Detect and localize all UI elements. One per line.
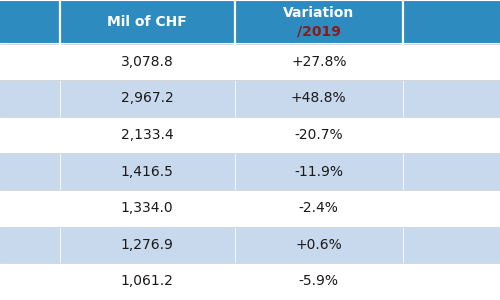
Bar	[60, 190, 234, 226]
Bar	[234, 117, 403, 153]
Text: 1,334.0: 1,334.0	[121, 201, 174, 215]
Bar	[60, 117, 234, 153]
Bar	[0, 80, 60, 117]
Bar	[60, 44, 234, 80]
Bar	[234, 263, 403, 300]
Bar	[0, 226, 60, 263]
Text: /2019: /2019	[297, 25, 341, 39]
Text: Variation: Variation	[283, 6, 354, 20]
Bar	[403, 0, 500, 44]
Text: Mil of CHF: Mil of CHF	[108, 15, 187, 29]
Bar	[0, 153, 60, 190]
Bar	[0, 0, 60, 44]
Bar	[60, 263, 234, 300]
Bar	[60, 0, 234, 44]
Bar	[0, 263, 60, 300]
Bar	[60, 153, 234, 190]
Bar	[234, 80, 403, 117]
Bar	[403, 117, 500, 153]
Text: -2.4%: -2.4%	[299, 201, 339, 215]
Text: -11.9%: -11.9%	[294, 165, 344, 178]
Bar	[403, 153, 500, 190]
Bar	[403, 44, 500, 80]
Text: 1,276.9: 1,276.9	[120, 238, 174, 252]
Bar	[403, 80, 500, 117]
Bar	[234, 226, 403, 263]
Text: -20.7%: -20.7%	[294, 128, 343, 142]
Text: +48.8%: +48.8%	[291, 92, 346, 105]
Bar	[234, 0, 403, 44]
Bar	[403, 190, 500, 226]
Text: +0.6%: +0.6%	[296, 238, 342, 252]
Text: -5.9%: -5.9%	[299, 274, 339, 288]
Text: 1,061.2: 1,061.2	[120, 274, 174, 288]
Bar	[0, 190, 60, 226]
Bar	[234, 44, 403, 80]
Bar	[0, 44, 60, 80]
Text: 3,078.8: 3,078.8	[121, 55, 174, 69]
Text: +27.8%: +27.8%	[291, 55, 346, 69]
Text: 2,133.4: 2,133.4	[121, 128, 174, 142]
Bar	[60, 226, 234, 263]
Bar	[403, 226, 500, 263]
Bar	[0, 117, 60, 153]
Bar	[60, 80, 234, 117]
Bar	[234, 153, 403, 190]
Text: 2,967.2: 2,967.2	[121, 92, 174, 105]
Text: 1,416.5: 1,416.5	[120, 165, 174, 178]
Bar	[234, 190, 403, 226]
Bar	[403, 263, 500, 300]
